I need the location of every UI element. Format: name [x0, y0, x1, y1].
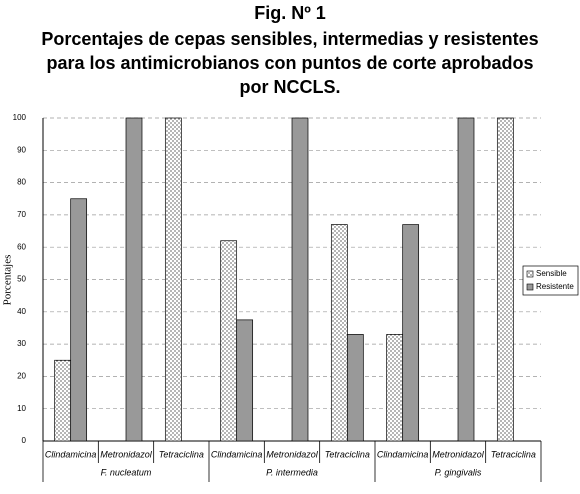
legend-swatch — [526, 283, 534, 291]
bar — [164, 117, 182, 442]
y-axis-label: Porcentajes — [2, 255, 14, 306]
x-tick-label: Metronidazol — [266, 449, 319, 459]
legend-swatch — [526, 270, 534, 278]
x-tick-label: Tetraciclina — [491, 449, 536, 459]
legend-label: Sensible — [536, 269, 567, 278]
bar — [346, 334, 364, 442]
x-tick-label: Tetraciclina — [159, 449, 204, 459]
y-tick-label: 100 — [13, 113, 27, 122]
chart-subtitle: Porcentajes de cepas sensibles, intermed… — [41, 29, 538, 49]
y-tick-label: 90 — [17, 145, 26, 154]
bar — [70, 198, 88, 442]
group-label: P. gingivalis — [435, 467, 482, 477]
x-tick-label: Clindamicina — [211, 449, 263, 459]
chart-subtitle: por NCCLS. — [240, 77, 341, 97]
x-tick-label: Clindamicina — [377, 449, 429, 459]
bar — [54, 359, 72, 442]
y-tick-label: 40 — [17, 307, 26, 316]
chart-title: Fig. Nº 1 — [254, 3, 326, 23]
bar — [386, 334, 404, 442]
x-tick-label: Clindamicina — [45, 449, 97, 459]
bar — [125, 117, 143, 442]
bar — [457, 117, 475, 442]
y-tick-label: 60 — [17, 242, 26, 251]
group-label: P. intermedia — [266, 467, 318, 477]
legend-label: Resistente — [536, 282, 574, 291]
y-tick-label: 20 — [17, 372, 26, 381]
bar — [236, 319, 254, 442]
y-tick-label: 30 — [17, 339, 26, 348]
y-tick-label: 70 — [17, 210, 26, 219]
bar — [496, 117, 514, 442]
y-tick-label: 10 — [17, 404, 26, 413]
bar — [220, 240, 238, 442]
y-tick-label: 80 — [17, 178, 26, 187]
y-tick-label: 50 — [17, 275, 26, 284]
x-tick-label: Metronidazol — [100, 449, 153, 459]
x-tick-label: Metronidazol — [432, 449, 485, 459]
y-tick-label: 0 — [22, 436, 27, 445]
bar — [402, 224, 420, 442]
x-tick-label: Tetraciclina — [325, 449, 370, 459]
group-label: F. nucleatum — [101, 467, 152, 477]
chart-subtitle: para los antimicrobianos con puntos de c… — [46, 53, 533, 73]
bar — [330, 224, 348, 442]
bar — [291, 117, 309, 442]
